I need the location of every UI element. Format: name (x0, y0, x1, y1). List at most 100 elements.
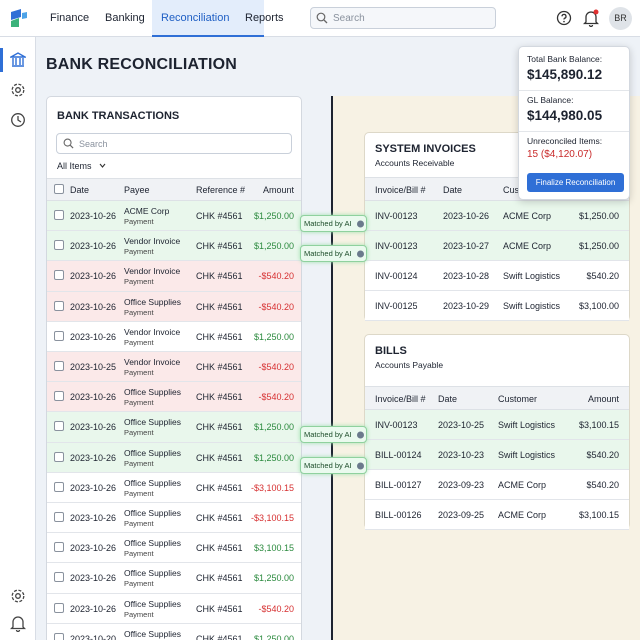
cell-amount: -$540.20 (258, 271, 294, 282)
panel-title: BANK TRANSACTIONS (57, 110, 180, 122)
nav-tab[interactable]: Finance (50, 12, 90, 24)
cell-payee-type: Payment (124, 368, 154, 377)
cell: 2023-09-25 (438, 510, 485, 520)
cell: INV-00125 (375, 301, 418, 311)
summary-label: GL Balance: (527, 95, 574, 105)
transaction-row[interactable]: 2023-10-26 ACME Corp Payment CHK #4561 $1,25… (47, 201, 301, 232)
nav-tab[interactable]: Reconciliation (161, 12, 230, 24)
transaction-row[interactable]: 2023-10-26 Office Supplies Payment CHK #456… (47, 382, 301, 413)
cell-payee-type: Payment (124, 217, 154, 226)
cell-payee: Office Supplies (124, 296, 182, 307)
invoice-row[interactable]: INV-00123 2023-10-27 ACME Corp $1,250.00 (365, 231, 629, 261)
search-placeholder: Search (79, 139, 108, 149)
cell: ACME Corp (498, 480, 547, 490)
match-tag[interactable]: Matched by AI (300, 426, 367, 444)
search-box[interactable] (310, 7, 496, 29)
filter-dropdown[interactable]: All Items (57, 161, 92, 171)
panel-title: SYSTEM INVOICES (375, 143, 476, 155)
checkbox[interactable] (54, 391, 64, 402)
cell-payee-type: Payment (124, 519, 154, 528)
checkbox[interactable] (54, 240, 64, 251)
cell: Swift Logistics (503, 271, 561, 281)
match-label: Matched by AI (304, 219, 352, 228)
transaction-row[interactable]: 2023-10-26 Office Supplies Payment CHK #456… (47, 563, 301, 594)
logo (11, 9, 27, 27)
checkbox[interactable] (54, 542, 64, 553)
checkbox[interactable] (54, 184, 64, 194)
help-icon[interactable] (556, 10, 572, 26)
checkbox[interactable] (54, 300, 64, 311)
cell-date: 2023-10-26 (70, 513, 117, 523)
match-tag[interactable]: Matched by AI (300, 215, 367, 232)
cell: $3,100.15 (578, 510, 619, 520)
cell-date: 2023-10-26 (70, 211, 117, 221)
cell-amount: $1,250.00 (253, 241, 294, 252)
cell-payee-type: Payment (124, 609, 154, 619)
checkbox[interactable] (54, 512, 64, 522)
finalize-button[interactable]: Finalize Reconciliation (527, 173, 624, 192)
search-box[interactable] (56, 133, 292, 154)
invoice-row[interactable]: BILL-00124 2023-10-23 Swift Logistics $540.… (365, 440, 629, 470)
transaction-row[interactable]: 2023-10-25 Vendor Invoice Payment CHK #4561… (47, 352, 301, 383)
cell: ACME Corp (498, 510, 547, 520)
checkbox[interactable] (54, 270, 64, 281)
divider (331, 96, 333, 640)
summary-value: 15 ($4,120.07) (527, 149, 593, 160)
checkbox[interactable] (54, 361, 64, 371)
transaction-row[interactable]: 2023-10-26 Office Supplies Payment CHK #456… (47, 503, 301, 534)
match-tag[interactable]: Matched by AI (300, 456, 367, 474)
cell: Swift Logistics (498, 420, 556, 430)
checkbox[interactable] (54, 451, 64, 462)
column-header: Date (438, 394, 458, 404)
invoice-row[interactable]: INV-00125 2023-10-29 Swift Logistics $3,100… (365, 291, 629, 321)
cell-reference: CHK #4561 (196, 271, 243, 282)
cell-payee-type: Payment (124, 549, 154, 559)
invoice-row[interactable]: INV-00123 2023-10-26 ACME Corp $1,250.00 (365, 201, 629, 231)
checkbox[interactable] (54, 210, 64, 220)
separator (519, 90, 629, 91)
checkbox[interactable] (54, 572, 64, 583)
invoice-row[interactable]: BILL-00127 2023-09-23 ACME Corp $540.20 (365, 470, 629, 500)
checkbox[interactable] (54, 602, 64, 613)
cell-reference: CHK #4561 (196, 211, 243, 221)
cell-payee-type: Payment (124, 337, 154, 347)
checkbox[interactable] (54, 421, 64, 432)
checkbox[interactable] (54, 481, 64, 492)
cell-reference: CHK #4561 (196, 362, 243, 372)
cell-payee: Office Supplies (124, 447, 182, 458)
cell-payee: Office Supplies (124, 417, 182, 428)
match-tag[interactable]: Matched by AI (300, 245, 367, 263)
transaction-row[interactable]: 2023-10-26 Office Supplies Payment CHK #456… (47, 442, 301, 473)
invoice-row[interactable]: BILL-00126 2023-09-25 ACME Corp $3,100.15 (365, 500, 629, 530)
notification-icon[interactable] (583, 9, 599, 27)
transaction-row[interactable]: 2023-10-26 Office Supplies Payment CHK #456… (47, 533, 301, 564)
column-header: Amount (587, 394, 619, 404)
cell: 2023-09-23 (438, 480, 485, 490)
cell-payee-type: Payment (124, 277, 154, 287)
cell-date: 2023-10-26 (70, 392, 117, 403)
transaction-row[interactable]: 2023-10-26 Vendor Invoice Payment CHK #4561… (47, 261, 301, 292)
transaction-row[interactable]: 2023-10-26 Office Supplies Payment CHK #456… (47, 472, 301, 503)
bank-panel: BANK TRANSACTIONS Search All Items Date Paye… (46, 96, 302, 640)
settings-icon[interactable] (10, 82, 26, 98)
checkbox[interactable] (54, 330, 64, 341)
avatar[interactable]: BR (609, 7, 632, 30)
settings-icon[interactable] (10, 588, 26, 604)
transaction-row[interactable]: 2023-10-26 Office Supplies Payment CHK #456… (47, 412, 301, 443)
nav-tab[interactable]: Banking (105, 12, 145, 24)
bank-icon[interactable] (10, 52, 26, 68)
notification-icon[interactable] (10, 614, 26, 632)
ai-icon (357, 220, 364, 228)
checkbox[interactable] (54, 632, 64, 640)
transaction-row[interactable]: 2023-10-26 Vendor Invoice Payment CHK #4561… (47, 321, 301, 352)
history-icon[interactable] (10, 112, 26, 128)
transaction-row[interactable]: 2023-10-26 Office Supplies Payment CHK #456… (47, 593, 301, 624)
transaction-row[interactable]: 2023-10-26 Office Supplies Payment CHK #456… (47, 291, 301, 322)
invoice-row[interactable]: INV-00124 2023-10-28 Swift Logistics $540.2… (365, 261, 629, 291)
transaction-row[interactable]: 2023-10-26 Vendor Invoice Payment CHK #4561… (47, 231, 301, 262)
nav-tab[interactable]: Reports (245, 12, 284, 24)
match-label: Matched by AI (304, 249, 352, 259)
panel: BILLS Accounts Payable Invoice/Bill # Date C… (364, 334, 630, 530)
invoice-row[interactable]: INV-00123 2023-10-25 Swift Logistics $3,100… (365, 410, 629, 440)
